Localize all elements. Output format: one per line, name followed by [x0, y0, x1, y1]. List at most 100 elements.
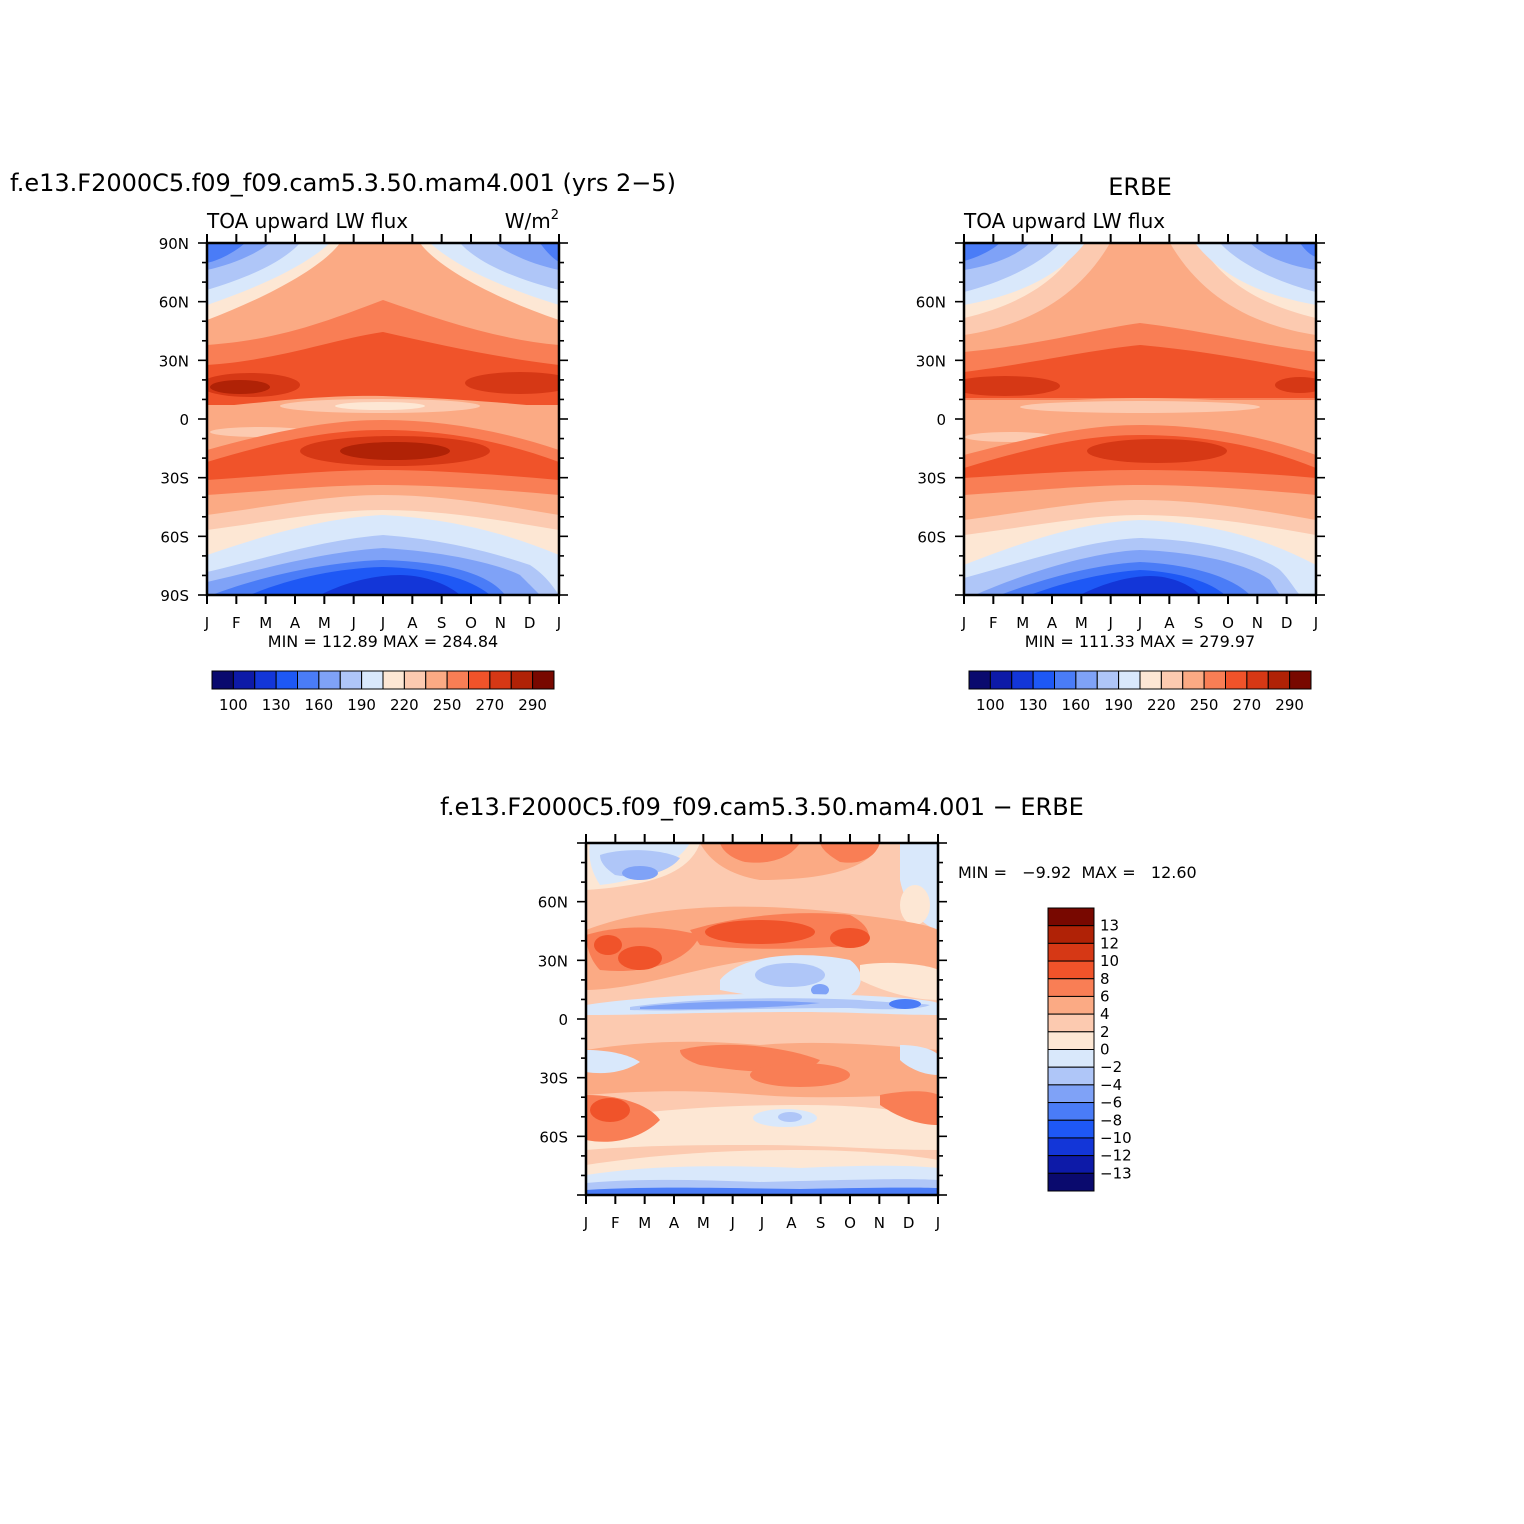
- obs-colorbar-label: 220: [1147, 696, 1176, 714]
- obs-north-maximum: [964, 376, 1060, 396]
- model-x-tick-label: M: [318, 614, 331, 632]
- diff-colorbar-box: [1047, 1066, 1095, 1086]
- diff-y-tick-label: 0: [558, 1011, 568, 1029]
- diff-colorbar-label: 8: [1100, 970, 1110, 988]
- diff-stats: MIN = −9.92 MAX = 12.60: [958, 863, 1197, 882]
- obs-colorbar-label: 290: [1275, 696, 1304, 714]
- obs-y-tick-label: 30N: [916, 352, 946, 370]
- model-north-maximum-core: [210, 380, 270, 394]
- model-band-north-mid: [207, 243, 559, 305]
- obs-stats: MIN = 111.33 MAX = 279.97: [1025, 632, 1255, 651]
- obs-colorbar-label: 250: [1190, 696, 1219, 714]
- diff-south-cool-west: [586, 1050, 640, 1074]
- diff-midlat-north-core-east: [830, 928, 870, 948]
- obs-colorbar-label: 100: [976, 696, 1005, 714]
- diff-x-tick-label: D: [903, 1214, 915, 1232]
- obs-south-maximum: [1087, 439, 1227, 463]
- diff-x-tick-label: N: [874, 1214, 885, 1232]
- model-y-tick-label: 60S: [160, 528, 189, 546]
- model-x-tick-label: A: [290, 614, 301, 632]
- obs-colorbar-label: 160: [1062, 696, 1091, 714]
- model-colorbar-box: [468, 670, 491, 690]
- obs-x-tick-label: J: [1137, 614, 1142, 632]
- model-colorbar-label: 100: [219, 696, 248, 714]
- diff-colorbar-label: 4: [1100, 1005, 1110, 1023]
- model-x-tick-label: S: [437, 614, 447, 632]
- model-colorbar-label: 190: [347, 696, 376, 714]
- obs-colorbar-box: [1160, 670, 1184, 690]
- obs-colorbar-label: 270: [1233, 696, 1262, 714]
- model-field: [207, 243, 559, 595]
- diff-south-cool-patch-core: [778, 1112, 802, 1122]
- obs-x-tick-label: D: [1281, 614, 1293, 632]
- obs-colorbar-box: [1032, 670, 1055, 690]
- diff-colorbar-box: [1047, 1049, 1095, 1068]
- model-y-tick-label: 30N: [159, 352, 189, 370]
- model-x-tick-label: O: [465, 614, 477, 632]
- diff-x-tick-label: F: [611, 1214, 620, 1232]
- obs-colorbar-box: [1011, 670, 1034, 690]
- obs-itcz-min: [1020, 401, 1260, 413]
- model-x-tick-label: J: [380, 614, 385, 632]
- diff-midlat-north-spot: [594, 935, 622, 955]
- obs-variable-label: TOA upward LW flux: [963, 209, 1165, 233]
- model-colorbar-box: [254, 670, 277, 690]
- diff-colorbar-label: 6: [1100, 987, 1110, 1005]
- model-colorbar-box: [403, 670, 427, 690]
- diff-colorbar-label: −8: [1100, 1111, 1122, 1129]
- diff-x-tick-label: A: [786, 1214, 797, 1232]
- diff-colorbar-box: [1047, 978, 1095, 997]
- obs-x-tick-label: A: [1164, 614, 1175, 632]
- diff-colorbar-label: −10: [1100, 1129, 1132, 1147]
- model-variable-label: TOA upward LW flux: [206, 209, 408, 233]
- diff-colorbar-box: [1047, 1031, 1095, 1050]
- diff-subtropic-cool-core: [755, 963, 825, 987]
- diff-y-tick-label: 60S: [539, 1128, 568, 1146]
- model-panel: f.e13.F2000C5.f09_f09.cam5.3.50.mam4.001…: [10, 169, 676, 714]
- model-colorbar-label: 270: [476, 696, 505, 714]
- obs-y-tick-label: 30S: [917, 470, 946, 488]
- model-colorbar-box: [446, 670, 469, 690]
- diff-colorbar-label: 12: [1100, 934, 1119, 952]
- model-x-tick-label: A: [407, 614, 418, 632]
- model-south-maximum-core: [340, 442, 450, 460]
- diff-colorbar-box: [1047, 907, 1095, 927]
- model-x-tick-label: F: [232, 614, 241, 632]
- obs-colorbar-box: [1267, 670, 1291, 690]
- obs-colorbar-box: [1075, 670, 1098, 690]
- diff-colorbar-label: −2: [1100, 1058, 1122, 1076]
- model-y-tick-label: 30S: [160, 470, 189, 488]
- model-units-base: W/m: [505, 209, 551, 233]
- diff-north-pale-east: [900, 885, 930, 925]
- obs-colorbar-box: [1118, 670, 1141, 690]
- obs-y-tick-label: 0: [936, 411, 946, 429]
- diff-colorbar-box: [1047, 960, 1095, 980]
- diff-colorbar-label: −13: [1100, 1164, 1132, 1182]
- obs-x-tick-label: O: [1222, 614, 1234, 632]
- diff-colorbar-box: [1047, 1119, 1095, 1139]
- model-x-tick-label: J: [556, 614, 561, 632]
- model-colorbar-label: 220: [390, 696, 419, 714]
- model-colorbar-box: [510, 670, 534, 690]
- obs-colorbar-box: [1139, 670, 1162, 690]
- diff-north-blue-core: [622, 866, 658, 880]
- obs-x-tick-label: M: [1016, 614, 1029, 632]
- diff-colorbar-box: [1047, 1084, 1095, 1104]
- model-colorbar-label: 130: [262, 696, 291, 714]
- obs-x-tick-label: J: [1313, 614, 1318, 632]
- obs-north-maximum-east: [1275, 377, 1316, 393]
- obs-colorbar-box: [1054, 670, 1077, 690]
- model-y-tick-label: 60N: [159, 294, 189, 312]
- diff-x-tick-label: J: [935, 1214, 940, 1232]
- model-colorbar-box: [297, 670, 320, 690]
- obs-x-tick-label: M: [1075, 614, 1088, 632]
- diff-south-pale-band: [586, 1105, 938, 1150]
- model-colorbar-box: [489, 670, 512, 690]
- model-itcz-core: [335, 402, 425, 410]
- model-colorbar-box: [382, 670, 405, 690]
- model-colorbar-box: [318, 670, 341, 690]
